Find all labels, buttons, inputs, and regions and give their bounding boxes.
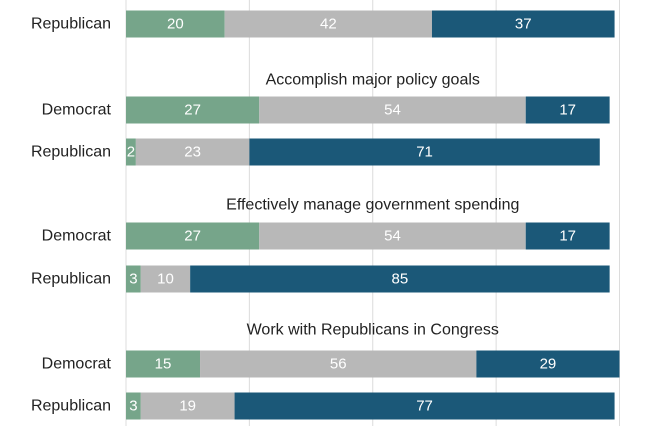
segment-value-label: 71 <box>416 144 433 161</box>
segment-1-bar <box>126 138 136 166</box>
row-label: Republican <box>31 144 111 161</box>
segment-value-label: 54 <box>384 228 401 245</box>
segment-value-label: 42 <box>320 16 337 33</box>
segment-value-label: 10 <box>157 271 174 288</box>
segment-value-label: 19 <box>179 398 196 415</box>
segment-value-label: 27 <box>184 102 201 119</box>
segment-1-bar <box>126 222 260 250</box>
segment-1-bar <box>126 350 201 378</box>
bar-row: Republican 3 10 85 <box>31 265 610 293</box>
segment-1-bar <box>126 392 141 420</box>
bar-row: Republican 3 19 77 <box>31 392 615 420</box>
segment-value-label: 3 <box>129 271 137 288</box>
row-label: Democrat <box>42 228 112 245</box>
segment-value-label: 77 <box>416 398 433 415</box>
segment-3-bar <box>525 222 610 250</box>
bar-row: Democrat 27 54 17 <box>42 96 610 124</box>
segment-value-label: 23 <box>184 144 201 161</box>
segment-value-label: 85 <box>392 271 409 288</box>
segment-value-label: 37 <box>515 16 532 33</box>
segment-2-bar <box>140 392 235 420</box>
segment-3-bar <box>234 392 615 420</box>
segment-3-bar <box>249 138 600 166</box>
group-title: Work with Republicans in Congress <box>247 322 499 339</box>
bar-rows: Republican 20 42 37 Democrat 27 54 17 Republican… <box>31 10 620 420</box>
segment-3-bar <box>476 350 620 378</box>
row-label: Republican <box>31 271 111 288</box>
segment-value-label: 54 <box>384 102 401 119</box>
segment-2-bar <box>259 96 526 124</box>
segment-value-label: 17 <box>559 228 576 245</box>
segment-value-label: 15 <box>155 356 172 373</box>
group-title: Accomplish major policy goals <box>266 72 480 89</box>
segment-2-bar <box>140 265 191 293</box>
segment-1-bar <box>126 10 225 38</box>
segment-value-label: 20 <box>167 16 184 33</box>
segment-3-bar <box>190 265 610 293</box>
segment-2-bar <box>224 10 432 38</box>
bar-row: Democrat 27 54 17 <box>42 222 610 250</box>
bar-row: Democrat 15 56 29 <box>42 350 620 378</box>
segment-2-bar <box>135 138 250 166</box>
segment-2-bar <box>200 350 477 378</box>
row-label: Republican <box>31 16 111 33</box>
segment-3-bar <box>525 96 610 124</box>
segment-value-label: 27 <box>184 228 201 245</box>
row-label: Republican <box>31 398 111 415</box>
group-title: Effectively manage government spending <box>226 197 519 214</box>
segment-1-bar <box>126 96 260 124</box>
segment-value-label: 2 <box>127 144 135 161</box>
segment-value-label: 29 <box>540 356 557 373</box>
segment-value-label: 56 <box>330 356 347 373</box>
segment-2-bar <box>259 222 526 250</box>
segment-1-bar <box>126 265 141 293</box>
group-titles: Accomplish major policy goals Effectively… <box>226 72 519 339</box>
segment-3-bar <box>431 10 615 38</box>
segment-value-label: 3 <box>129 398 137 415</box>
row-label: Democrat <box>42 102 112 119</box>
segment-value-label: 17 <box>559 102 576 119</box>
row-label: Democrat <box>42 356 112 373</box>
bar-row: Republican 20 42 37 <box>31 10 615 38</box>
bar-row: Republican 2 23 71 <box>31 138 600 166</box>
